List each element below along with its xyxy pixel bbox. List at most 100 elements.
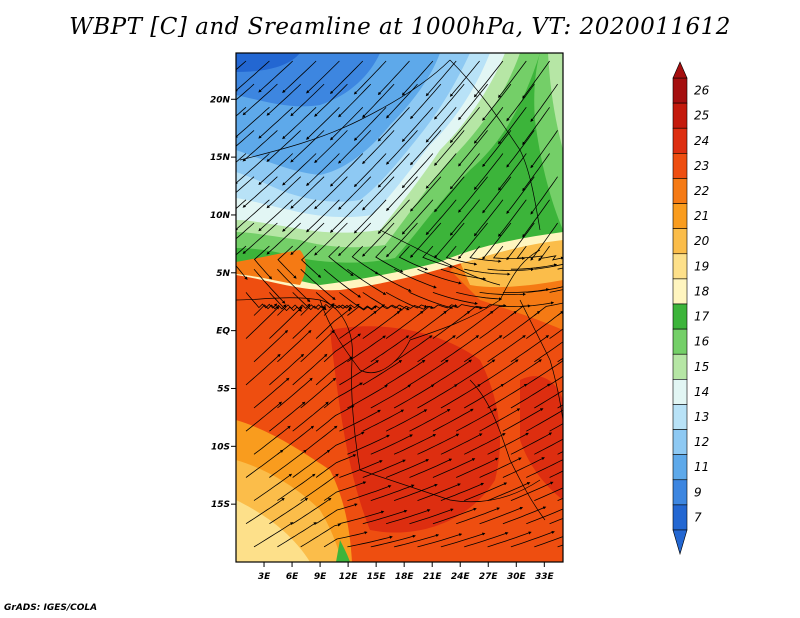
streamline bbox=[445, 245, 478, 266]
streamline bbox=[440, 532, 486, 548]
streamline bbox=[258, 107, 293, 139]
streamline bbox=[300, 303, 335, 316]
streamline bbox=[362, 83, 395, 118]
streamline bbox=[425, 153, 457, 189]
streamline bbox=[510, 263, 558, 270]
streamline bbox=[417, 483, 461, 501]
streamline bbox=[498, 60, 527, 99]
wbpt-shading bbox=[236, 53, 563, 562]
colorbar-swatch bbox=[672, 504, 688, 531]
streamline bbox=[432, 292, 478, 305]
streamline bbox=[549, 423, 563, 432]
streamline bbox=[245, 497, 285, 525]
streamline bbox=[422, 245, 453, 269]
streamline bbox=[393, 268, 437, 289]
colorbar-label: 18 bbox=[694, 284, 710, 298]
streamline bbox=[236, 245, 248, 280]
streamline bbox=[464, 433, 506, 455]
streamline bbox=[498, 153, 527, 191]
streamline bbox=[314, 222, 348, 256]
streamline bbox=[393, 335, 433, 363]
lon-tick-label: 15E bbox=[367, 572, 387, 582]
streamline bbox=[236, 106, 270, 139]
streamline bbox=[385, 459, 430, 478]
streamline bbox=[362, 409, 405, 432]
streamline bbox=[245, 401, 283, 432]
streamline bbox=[253, 522, 294, 548]
streamline bbox=[479, 506, 524, 525]
streamline bbox=[526, 310, 563, 339]
streamline bbox=[463, 383, 505, 409]
colorbar-label: 22 bbox=[694, 184, 709, 198]
streamline bbox=[362, 459, 406, 478]
streamline bbox=[292, 353, 328, 386]
streamline bbox=[510, 383, 551, 409]
streamline bbox=[242, 130, 278, 162]
streamline bbox=[540, 245, 563, 261]
streamline bbox=[534, 536, 563, 548]
streamline bbox=[530, 130, 558, 169]
streamline bbox=[530, 222, 558, 261]
streamline bbox=[440, 268, 487, 281]
streamline bbox=[236, 60, 247, 71]
streamline bbox=[487, 383, 528, 409]
streamline bbox=[425, 60, 457, 97]
streamline bbox=[314, 130, 348, 164]
streamline bbox=[401, 153, 434, 189]
lon-tick-label: 21E bbox=[423, 572, 443, 582]
streamline bbox=[469, 245, 502, 263]
streamline bbox=[347, 268, 387, 295]
streamline bbox=[530, 83, 558, 122]
streamline bbox=[314, 83, 348, 117]
streamline bbox=[253, 473, 293, 501]
streamline bbox=[300, 268, 336, 300]
streamline bbox=[449, 107, 480, 144]
streamline bbox=[339, 460, 383, 478]
streamline bbox=[549, 518, 563, 525]
streamline bbox=[455, 310, 494, 339]
streamline bbox=[440, 433, 483, 455]
streamline bbox=[473, 153, 504, 191]
streamline bbox=[236, 60, 270, 92]
colorbar-swatch bbox=[672, 77, 688, 104]
streamline bbox=[242, 83, 278, 116]
streamline bbox=[458, 222, 488, 260]
lat-tick-label: 15S bbox=[211, 500, 230, 510]
streamline bbox=[522, 107, 550, 145]
streamline bbox=[300, 377, 337, 409]
colorbar-swatch bbox=[672, 353, 688, 380]
streamline bbox=[353, 107, 387, 141]
streamline bbox=[353, 153, 387, 188]
streamline bbox=[487, 335, 526, 363]
streamline bbox=[282, 60, 317, 93]
streamline bbox=[434, 176, 465, 213]
streamline bbox=[362, 130, 395, 165]
colorbar-label: 13 bbox=[694, 410, 709, 424]
streamline bbox=[434, 130, 465, 166]
lat-tick-label: 5N bbox=[216, 269, 230, 279]
streamline bbox=[482, 83, 512, 121]
streamline bbox=[329, 60, 364, 95]
streamline bbox=[456, 457, 499, 478]
chart-title: WBPT [C] and Sreamline at 1000hPa, VT: 2… bbox=[69, 14, 731, 40]
streamline bbox=[370, 534, 416, 548]
lat-tick-label: 10N bbox=[210, 211, 231, 221]
streamline bbox=[449, 153, 480, 190]
streamline bbox=[449, 199, 480, 236]
streamline bbox=[386, 130, 418, 165]
streamline bbox=[401, 107, 434, 142]
colorbar-swatch bbox=[672, 153, 688, 179]
streamline bbox=[526, 409, 563, 432]
streamline bbox=[534, 302, 563, 316]
streamline bbox=[236, 130, 255, 147]
streamline bbox=[347, 335, 386, 363]
streamline bbox=[258, 153, 293, 185]
streamline bbox=[506, 83, 535, 122]
streamline bbox=[323, 333, 361, 363]
streamline bbox=[236, 199, 270, 231]
streamline bbox=[425, 107, 457, 143]
streamline bbox=[473, 199, 504, 237]
colorbar-swatch bbox=[672, 379, 688, 405]
streamline bbox=[338, 176, 372, 210]
